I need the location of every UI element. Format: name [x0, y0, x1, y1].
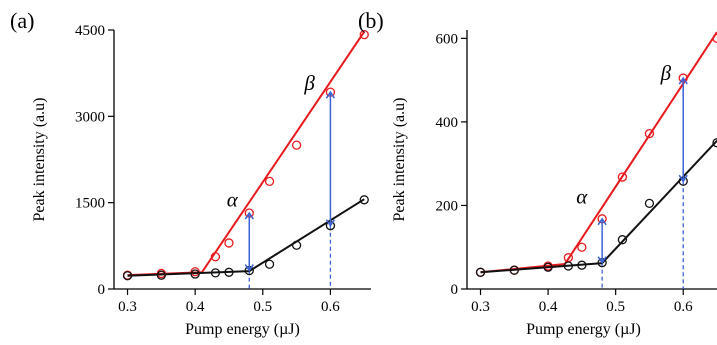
data-point-series-1	[577, 242, 587, 252]
x-axis-label: Pump energy (µJ)	[185, 321, 300, 338]
data-point-series-2	[543, 262, 553, 272]
chart-panel-2: 0 200 400 600 0.3 0.4 0.5 0.6 Pump energy (µJ) Pe…	[358, 8, 717, 338]
x-axis-label: Pump energy (µJ)	[526, 321, 641, 338]
data-point-series-2	[122, 271, 133, 281]
x-tick-label: 0.4	[186, 299, 205, 315]
y-tick-label: 4500	[75, 23, 105, 39]
arrow-head-up	[325, 90, 336, 99]
plot-area	[475, 31, 717, 289]
data-point-series-2	[156, 270, 166, 280]
data-point-series-2	[264, 259, 275, 269]
annotation-label-beta: β	[660, 61, 672, 85]
arrow-head-down	[325, 219, 336, 228]
chart-panel-1: 0 1500 3000 4500 0.3 0.4 0.5 0.6 Pump energy (µJ…	[10, 8, 371, 338]
x-tick-label: 0.6	[321, 299, 340, 315]
y-tick-label: 3000	[75, 109, 105, 125]
data-point-series-1	[617, 172, 628, 182]
data-point-series-2	[509, 265, 519, 275]
x-tick-label: 0.4	[539, 299, 558, 315]
data-point-series-2	[210, 268, 221, 278]
data-point-series-1	[359, 29, 369, 40]
x-tick-label: 0.3	[118, 299, 137, 315]
data-point-series-2	[577, 260, 587, 270]
annotation-label-alpha: α	[227, 188, 239, 212]
y-axis-label: Peak intensity (a.u)	[391, 98, 408, 222]
data-point-series-1	[224, 238, 234, 248]
arrow-head-down	[244, 264, 254, 272]
data-point-series-2	[224, 267, 234, 277]
plot-area	[122, 29, 369, 289]
data-point-series-1	[712, 33, 717, 44]
arrow-head-down	[678, 174, 688, 183]
data-point-series-2	[475, 267, 486, 277]
y-tick-label: 0	[451, 282, 459, 298]
y-tick-label: 600	[436, 31, 459, 47]
y-tick-label: 1500	[75, 196, 105, 212]
data-point-series-2	[563, 261, 574, 271]
panel-label: (a)	[10, 8, 34, 33]
data-point-series-2	[291, 240, 302, 250]
x-tick-label: 0.6	[674, 299, 693, 315]
y-tick-label: 0	[98, 282, 106, 298]
annotation-label-alpha: α	[576, 184, 588, 208]
x-tick-label: 0.5	[253, 299, 272, 315]
fit-line-series-1	[480, 31, 717, 274]
y-tick-label: 200	[436, 198, 459, 214]
y-axis-label: Peak intensity (a.u)	[31, 98, 48, 222]
annotation-label-beta: β	[303, 71, 315, 95]
arrow-head-up	[244, 211, 254, 220]
data-point-series-2	[712, 138, 717, 148]
fit-line-series-2	[480, 140, 717, 274]
y-tick-label: 400	[436, 115, 459, 131]
x-tick-label: 0.5	[606, 299, 625, 315]
data-point-series-2	[644, 198, 655, 209]
data-point-series-2	[359, 195, 369, 205]
data-point-series-1	[210, 252, 221, 262]
arrow-head-up	[597, 217, 607, 226]
x-tick-label: 0.3	[471, 299, 490, 315]
data-point-series-1	[264, 176, 275, 187]
arrow-head-up	[678, 76, 688, 85]
fit-line-series-1	[127, 31, 366, 277]
data-point-series-2	[190, 269, 200, 279]
data-point-series-1	[644, 128, 655, 139]
panel-label: (b)	[358, 8, 384, 33]
data-point-series-1	[291, 140, 302, 150]
data-point-series-2	[617, 235, 628, 245]
arrow-head-down	[597, 256, 607, 265]
